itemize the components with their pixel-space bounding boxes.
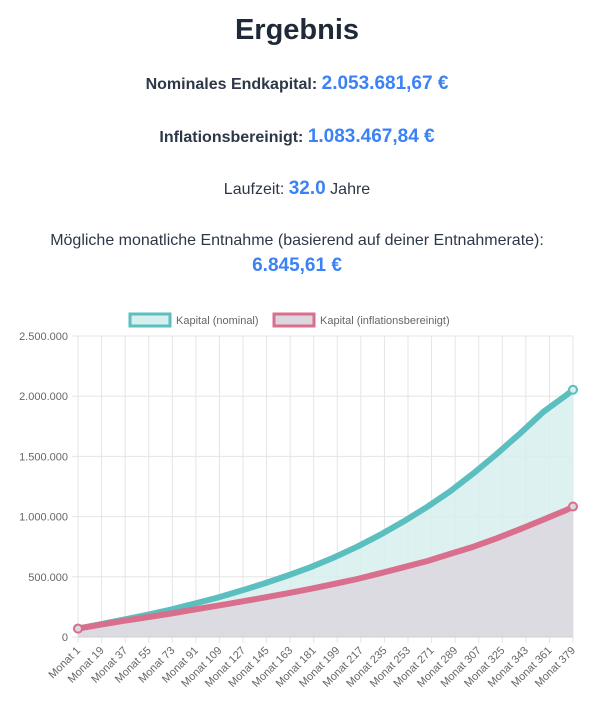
nominal-value: 2.053.681,67 € (321, 73, 449, 94)
duration-value: 32.0 (288, 178, 326, 199)
withdrawal-label: Mögliche monatliche Entnahme (basierend … (50, 232, 544, 249)
result-title: Ergebnis (234, 14, 360, 46)
capital-chart-svg: 0 500.000 1.000.000 1.500.000 2.000.000 2.500… (19, 312, 578, 690)
series-area-inflation (78, 506, 573, 637)
duration-unit: Jahre (330, 181, 371, 198)
series-line-nominal (75, 386, 576, 632)
inflation-value: 1.083.467,84 € (307, 126, 435, 147)
y-tick-label: 500.000 (28, 572, 68, 584)
legend-label-inflation: Kapital (inflationsbereinigt) (320, 315, 450, 327)
legend-swatch-nominal (128, 312, 172, 328)
nominal-line: Nominales Endkapital: 2.053.681,67 € (0, 73, 594, 95)
y-tick-label: 2.000.000 (19, 391, 68, 403)
y-tick-label: 2.500.000 (19, 331, 68, 343)
series-startpoint (73, 623, 83, 634)
withdrawal-value: 6.845,61 € (252, 255, 342, 276)
legend-swatch-inflation (272, 312, 316, 328)
inflation-label: Inflationsbereinigt: (159, 129, 304, 146)
nominal-label: Nominales Endkapital: (145, 76, 318, 93)
capital-chart: 0 500.000 1.000.000 1.500.000 2.000.000 2.500… (0, 306, 594, 718)
series-line-inflation (75, 503, 576, 632)
legend-label-nominal: Kapital (nominal) (176, 315, 259, 327)
y-tick-label: 0 (62, 632, 68, 644)
y-tick-label: 1.000.000 (19, 512, 68, 524)
withdrawal-line: 6.845,61 € (0, 255, 594, 277)
series-endpoint (568, 384, 578, 395)
duration-label: Laufzeit: (223, 181, 285, 198)
inflation-line: Inflationsbereinigt: 1.083.467,84 € (0, 126, 594, 148)
duration-line: Laufzeit: 32.0 Jahre (0, 178, 594, 200)
series-endpoint (568, 501, 578, 512)
y-tick-label: 1.500.000 (19, 451, 68, 463)
